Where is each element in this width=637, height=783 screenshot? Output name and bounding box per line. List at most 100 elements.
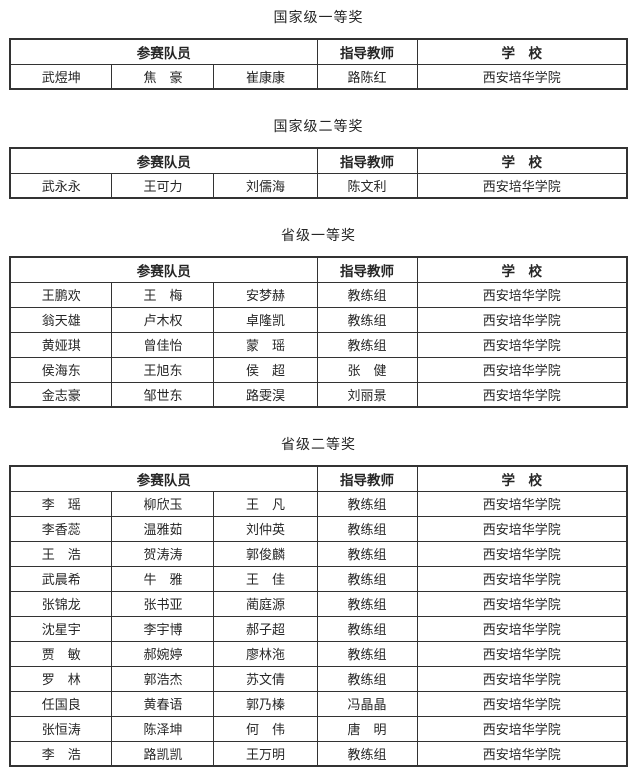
member-name-cell: 何 伟 — [213, 715, 318, 742]
teacher-header: 指导教师 — [316, 38, 418, 65]
section-title: 国家级一等奖 — [273, 11, 364, 26]
teacher-cell: 教练组 — [316, 565, 418, 592]
member-name-cell: 侯海东 — [9, 356, 113, 383]
section-title: 国家级二等奖 — [273, 120, 364, 135]
school-cell: 西安培华学院 — [416, 281, 628, 308]
school-cell: 西安培华学院 — [416, 590, 628, 617]
table-row: 翁天雄 卢木权 卓隆凯 教练组 西安培华学院 — [9, 306, 628, 333]
member-name-cell: 王 浩 — [9, 540, 113, 567]
table-row: 黄娅琪 曾佳怡蒙 瑶教练组 西安培华学院 — [9, 331, 628, 358]
awards-table: 参赛队员 指导教师学 校王鹏欢王 梅安梦赫 教练组 西安培华学院 翁天雄 卢木权 卓隆凯 教练… — [8, 256, 628, 408]
teacher-cell: 教练组 — [316, 740, 418, 767]
school-cell: 西安培华学院 — [416, 665, 628, 692]
member-name-cell: 安梦赫 — [213, 281, 318, 308]
school-header: 学 校 — [416, 465, 628, 492]
teacher-cell: 教练组 — [316, 515, 418, 542]
member-name-cell: 武煜坤 — [9, 63, 113, 90]
member-name-cell: 王 佳 — [213, 565, 318, 592]
members-header: 参赛队员 — [9, 38, 318, 65]
school-cell: 西安培华学院 — [416, 640, 628, 667]
member-name-cell: 郭浩杰 — [111, 665, 215, 692]
award-section: 省级一等奖 参赛队员 指导教师学 校王鹏欢王 梅安梦赫 教练组 西安培华学院 翁天雄 卢木权… — [0, 228, 637, 408]
teacher-cell: 教练组 — [316, 331, 418, 358]
school-header: 学 校 — [416, 147, 628, 174]
member-name-cell: 王可力 — [111, 172, 215, 199]
school-cell: 西安培华学院 — [416, 515, 628, 542]
member-name-cell: 郝子超 — [213, 615, 318, 642]
members-header: 参赛队员 — [9, 465, 318, 492]
table-row: 罗 林郭浩杰 苏文倩 教练组 西安培华学院 — [9, 665, 628, 692]
member-name-cell: 崔康康 — [213, 63, 318, 90]
member-name-cell: 王万明 — [213, 740, 318, 767]
member-name-cell: 李 瑶 — [9, 490, 113, 517]
school-cell: 西安培华学院 — [416, 490, 628, 517]
member-name-cell: 李香蕊 — [9, 515, 113, 542]
member-name-cell: 苏文倩 — [213, 665, 318, 692]
teacher-header: 指导教师 — [316, 256, 418, 283]
member-name-cell: 王 凡 — [213, 490, 318, 517]
teacher-cell: 张 健 — [316, 356, 418, 383]
member-name-cell: 蔺庭源 — [213, 590, 318, 617]
school-cell: 西安培华学院 — [416, 540, 628, 567]
member-name-cell: 侯 超 — [213, 356, 318, 383]
table-row: 武煜坤焦 豪崔康康 路陈红 西安培华学院 — [9, 63, 628, 90]
award-section: 国家级一等奖参赛队员 指导教师学 校武煜坤焦 豪崔康康 路陈红 西安培华学院 — [0, 10, 637, 90]
section-title: 省级一等奖 — [281, 229, 356, 244]
school-cell: 西安培华学院 — [416, 172, 628, 199]
member-name-cell: 卢木权 — [111, 306, 215, 333]
awards-table: 参赛队员 指导教师学 校武煜坤焦 豪崔康康 路陈红 西安培华学院 — [8, 38, 628, 90]
header-row: 参赛队员 指导教师学 校 — [9, 38, 628, 65]
teacher-cell: 教练组 — [316, 490, 418, 517]
awards-table: 参赛队员 指导教师学 校李 瑶柳欣玉王 凡教练组 西安培华学院 李香蕊 温雅茹 刘仲英 教练… — [8, 465, 628, 767]
teacher-cell: 教练组 — [316, 281, 418, 308]
table-row: 沈星宇 李宇博 郝子超 教练组 西安培华学院 — [9, 615, 628, 642]
member-name-cell: 李 浩 — [9, 740, 113, 767]
teacher-header: 指导教师 — [316, 147, 418, 174]
school-header: 学 校 — [416, 256, 628, 283]
member-name-cell: 曾佳怡 — [111, 331, 215, 358]
award-section: 国家级二等奖参赛队员 指导教师学 校武永永 王可力 刘儒海 陈文利 西安培华学院 — [0, 119, 637, 199]
table-row: 贾 敏郝婉婷 廖林沲 教练组 西安培华学院 — [9, 640, 628, 667]
table-row: 李 瑶柳欣玉王 凡教练组 西安培华学院 — [9, 490, 628, 517]
member-name-cell: 卓隆凯 — [213, 306, 318, 333]
member-name-cell: 贾 敏 — [9, 640, 113, 667]
member-name-cell: 邹世东 — [111, 381, 215, 408]
member-name-cell: 金志豪 — [9, 381, 113, 408]
school-cell: 西安培华学院 — [416, 740, 628, 767]
member-name-cell: 李宇博 — [111, 615, 215, 642]
member-name-cell: 武永永 — [9, 172, 113, 199]
member-name-cell: 郭乃榛 — [213, 690, 318, 717]
member-name-cell: 王 梅 — [111, 281, 215, 308]
member-name-cell: 贺涛涛 — [111, 540, 215, 567]
member-name-cell: 张恒涛 — [9, 715, 113, 742]
member-name-cell: 黄春语 — [111, 690, 215, 717]
table-row: 张锦龙 张书亚 蔺庭源 教练组 西安培华学院 — [9, 590, 628, 617]
header-row: 参赛队员 指导教师学 校 — [9, 147, 628, 174]
member-name-cell: 蒙 瑶 — [213, 331, 318, 358]
member-name-cell: 郭俊麟 — [213, 540, 318, 567]
member-name-cell: 翁天雄 — [9, 306, 113, 333]
school-cell: 西安培华学院 — [416, 715, 628, 742]
awards-table: 参赛队员 指导教师学 校武永永 王可力 刘儒海 陈文利 西安培华学院 — [8, 147, 628, 199]
award-section: 省级二等奖 参赛队员 指导教师学 校李 瑶柳欣玉王 凡教练组 西安培华学院 李香蕊 温雅茹… — [0, 437, 637, 767]
table-row: 王 浩贺涛涛 郭俊麟 教练组 西安培华学院 — [9, 540, 628, 567]
teacher-cell: 路陈红 — [316, 63, 418, 90]
members-header: 参赛队员 — [9, 147, 318, 174]
teacher-cell: 教练组 — [316, 640, 418, 667]
teacher-cell: 冯晶晶 — [316, 690, 418, 717]
member-name-cell: 武晨希 — [9, 565, 113, 592]
member-name-cell: 路凯凯 — [111, 740, 215, 767]
table-row: 李 浩路凯凯 王万明 教练组 西安培华学院 — [9, 740, 628, 767]
table-row: 武永永 王可力 刘儒海 陈文利 西安培华学院 — [9, 172, 628, 199]
table-row: 金志豪 邹世东 路雯淏 刘丽景 西安培华学院 — [9, 381, 628, 408]
member-name-cell: 任国良 — [9, 690, 113, 717]
school-cell: 西安培华学院 — [416, 615, 628, 642]
member-name-cell: 焦 豪 — [111, 63, 215, 90]
member-name-cell: 廖林沲 — [213, 640, 318, 667]
member-name-cell: 王旭东 — [111, 356, 215, 383]
member-name-cell: 张书亚 — [111, 590, 215, 617]
school-cell: 西安培华学院 — [416, 381, 628, 408]
teacher-cell: 教练组 — [316, 590, 418, 617]
teacher-cell: 刘丽景 — [316, 381, 418, 408]
school-cell: 西安培华学院 — [416, 63, 628, 90]
